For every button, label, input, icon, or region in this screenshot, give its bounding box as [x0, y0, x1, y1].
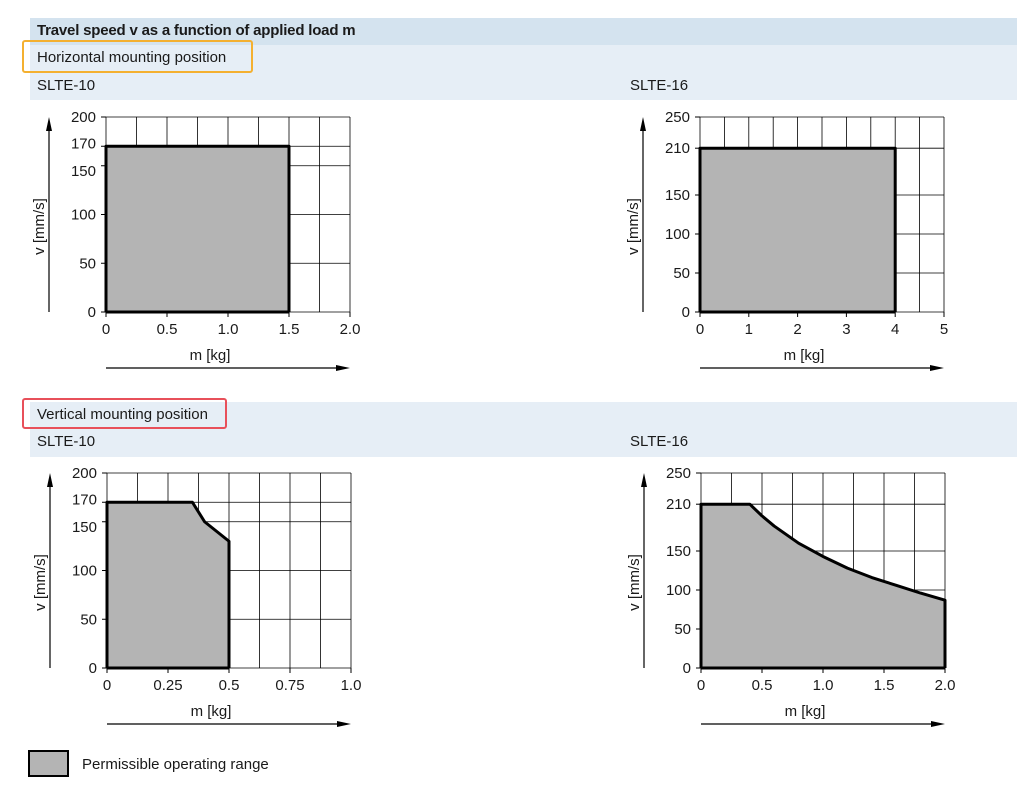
chart-2-xlabel: m [kg] — [784, 347, 825, 364]
page-title: Travel speed v as a function of applied … — [37, 22, 356, 39]
chart-2-xarrow-head — [930, 365, 944, 371]
chart-3-xtick-label-0: 0 — [103, 677, 111, 694]
chart-4-xtick-label-0: 0 — [697, 677, 705, 694]
vertical-highlight-box — [22, 398, 227, 429]
chart-4-ylabel: v [mm/s] — [626, 554, 643, 611]
chart-4-ytick-label-3: 150 — [666, 543, 691, 560]
vertical-section-label: Vertical mounting position — [37, 406, 208, 423]
chart-2-xtick-label-4: 4 — [891, 321, 899, 338]
chart-4-ytick-label-1: 50 — [674, 621, 691, 638]
chart-2-title: SLTE-16 — [630, 77, 689, 94]
chart-2-operating-outline — [698, 146, 897, 312]
chart-2-ytick-label-3: 150 — [665, 187, 690, 204]
chart-1-operating-area — [106, 146, 289, 312]
legend-label: Permissible operating range — [82, 756, 269, 773]
chart-2-ytick-label-5: 250 — [665, 109, 690, 126]
chart-2-ytick-label-2: 100 — [665, 226, 690, 243]
chart-4-ytick-label-4: 210 — [666, 496, 691, 513]
chart-2-xtick-label-0: 0 — [696, 321, 704, 338]
chart-1-xarrow-head — [336, 365, 350, 371]
chart-2-xtick-label-1: 1 — [745, 321, 753, 338]
chart-2-yarrow-head — [640, 117, 646, 131]
legend-swatch — [28, 750, 69, 777]
chart-3-operating-area — [107, 502, 229, 668]
chart-1-ytick-label-0: 0 — [88, 304, 96, 321]
horizontal-highlight-box — [22, 40, 253, 73]
vertical-section-band — [30, 402, 1017, 457]
chart-1-xtick-label-0: 0 — [102, 321, 110, 338]
chart-3-xtick-label-4: 1.0 — [341, 677, 362, 694]
chart-1-ytick-label-3: 150 — [71, 163, 96, 180]
horizontal-section-label: Horizontal mounting position — [37, 49, 227, 66]
chart-4-ytick-label-5: 250 — [666, 465, 691, 482]
chart-3-ytick-label-2: 100 — [72, 563, 97, 580]
chart-3-title: SLTE-10 — [37, 433, 96, 450]
chart-2-operating-area — [700, 148, 896, 312]
chart-2-xtick-label-2: 2 — [793, 321, 801, 338]
chart-1-title: SLTE-10 — [37, 77, 96, 94]
chart-4-operating-area — [701, 504, 945, 668]
chart-1-operating-outline — [104, 144, 291, 312]
chart-4-xtick-label-2: 1.0 — [813, 677, 834, 694]
chart-3-yarrow-head — [47, 473, 53, 487]
chart-4-xtick-label-3: 1.5 — [874, 677, 895, 694]
chart-3-xtick-label-1: 0.25 — [153, 677, 182, 694]
chart-3-xtick-label-2: 0.5 — [219, 677, 240, 694]
chart-1-ylabel: v [mm/s] — [31, 198, 48, 255]
chart-1-xtick-label-1: 0.5 — [157, 321, 178, 338]
chart-1-xlabel: m [kg] — [190, 347, 231, 364]
chart-2-xtick-label-5: 5 — [940, 321, 948, 338]
chart-3-ytick-label-5: 200 — [72, 465, 97, 482]
chart-4-operating-outline — [699, 502, 947, 668]
chart-3-ytick-label-3: 150 — [72, 519, 97, 536]
chart-1-xtick-label-3: 1.5 — [279, 321, 300, 338]
chart-3-ytick-label-1: 50 — [80, 611, 97, 628]
chart-4-title: SLTE-16 — [630, 433, 689, 450]
chart-2-ylabel: v [mm/s] — [625, 198, 642, 255]
chart-3-xarrow-head — [337, 721, 351, 727]
chart-4-xtick-label-1: 0.5 — [752, 677, 773, 694]
chart-3-xlabel: m [kg] — [191, 703, 232, 720]
chart-1-xtick-label-2: 1.0 — [218, 321, 239, 338]
chart-2-xtick-label-3: 3 — [842, 321, 850, 338]
chart-4-ytick-label-2: 100 — [666, 582, 691, 599]
chart-4-ytick-label-0: 0 — [683, 660, 691, 677]
chart-3-ylabel: v [mm/s] — [32, 554, 49, 611]
chart-4-yarrow-head — [641, 473, 647, 487]
chart-1-yarrow-head — [46, 117, 52, 131]
chart-3-xtick-label-3: 0.75 — [275, 677, 304, 694]
chart-2-ytick-label-4: 210 — [665, 140, 690, 157]
chart-1-ytick-label-1: 50 — [79, 255, 96, 272]
chart-1-ytick-label-5: 200 — [71, 109, 96, 126]
chart-1-xtick-label-4: 2.0 — [340, 321, 361, 338]
chart-1-ytick-label-4: 170 — [71, 135, 96, 152]
chart-4-xarrow-head — [931, 721, 945, 727]
chart-2-ytick-label-0: 0 — [682, 304, 690, 321]
chart-4-xtick-label-4: 2.0 — [935, 677, 956, 694]
chart-3-ytick-label-4: 170 — [72, 491, 97, 508]
chart-4-xlabel: m [kg] — [785, 703, 826, 720]
chart-2-ytick-label-1: 50 — [673, 265, 690, 282]
chart-3-ytick-label-0: 0 — [89, 660, 97, 677]
chart-1-ytick-label-2: 100 — [71, 207, 96, 224]
